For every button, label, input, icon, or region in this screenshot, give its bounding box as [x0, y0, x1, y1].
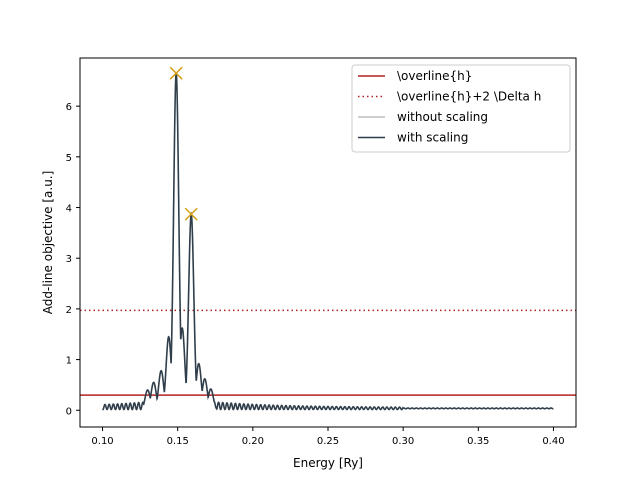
- y-tick-label: 2: [66, 305, 72, 316]
- x-axis-label: Energy [Ry]: [293, 456, 363, 470]
- legend-label-4: with scaling: [397, 131, 468, 145]
- legend: \overline{h} \overline{h}+2 \Delta h witho…: [352, 65, 570, 152]
- x-tick-label: 0.10: [91, 436, 113, 447]
- x-tick-label: 0.30: [392, 436, 414, 447]
- y-tick-label: 3: [66, 254, 72, 265]
- y-tick-label: 4: [66, 204, 72, 215]
- legend-label-3: without scaling: [397, 110, 488, 124]
- x-tick-label: 0.35: [467, 436, 489, 447]
- y-axis-label: Add-line objective [a.u.]: [41, 171, 55, 315]
- x-tick-label: 0.25: [317, 436, 339, 447]
- legend-label-1: \overline{h}: [397, 69, 472, 83]
- x-tick-label: 0.15: [167, 436, 189, 447]
- y-tick-label: 5: [66, 153, 72, 164]
- x-tick-label: 0.20: [242, 436, 264, 447]
- y-tick-label: 0: [66, 406, 72, 417]
- y-tick-label: 1: [66, 356, 72, 367]
- x-tick-label: 0.40: [542, 436, 564, 447]
- legend-label-2: \overline{h}+2 \Delta h: [397, 90, 541, 104]
- y-tick-label: 6: [66, 102, 72, 113]
